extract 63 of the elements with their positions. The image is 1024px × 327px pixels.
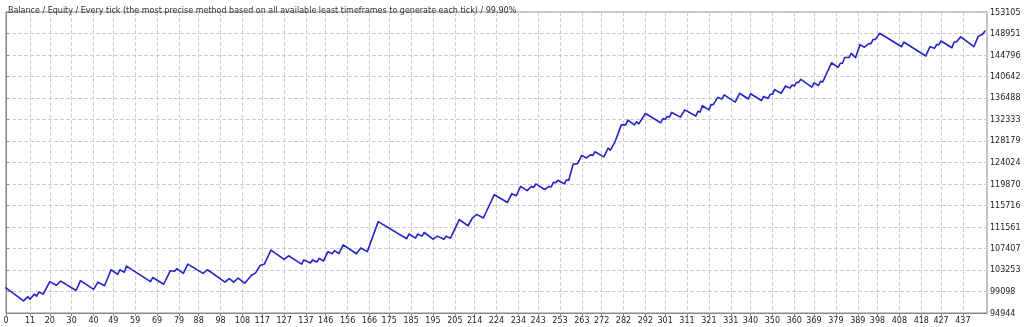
y-tick-label: 132333: [990, 115, 1021, 124]
y-tick-label: 128179: [990, 136, 1021, 146]
y-tick-label: 119870: [990, 179, 1021, 189]
y-tick-label: 136488: [990, 93, 1021, 103]
y-tick-label: 148951: [990, 29, 1021, 38]
x-tick-label: 185: [403, 315, 419, 325]
y-tick-label: 103253: [990, 265, 1021, 275]
x-tick-label: 137: [298, 315, 314, 325]
x-tick-label: 331: [723, 315, 739, 325]
x-tick-label: 263: [574, 315, 590, 325]
y-tick-label: 94944: [990, 308, 1016, 318]
x-tick-label: 175: [381, 315, 397, 325]
x-tick-label: 205: [447, 315, 463, 325]
x-tick-label: 389: [850, 315, 866, 325]
x-tick-label: 292: [637, 315, 654, 325]
x-tick-label: 379: [828, 315, 844, 325]
x-tick-label: 117: [254, 315, 270, 325]
y-tick-label: 140642: [990, 72, 1021, 81]
x-tick-label: 166: [361, 315, 378, 325]
chart-title: Balance / Equity / Every tick (the most precise method based on all available least timeframes to generate each tick) / 99.90%: [8, 5, 517, 15]
x-tick-label: 40: [88, 315, 99, 325]
x-tick-label: 253: [552, 315, 568, 325]
x-tick-label: 195: [425, 315, 441, 325]
x-tick-label: 437: [955, 315, 971, 325]
x-tick-label: 224: [488, 315, 505, 325]
x-tick-label: 11: [24, 315, 36, 325]
y-tick-label: 144796: [990, 50, 1021, 60]
x-tick-label: 146: [318, 315, 334, 325]
x-tick-label: 214: [466, 315, 483, 325]
y-tick-label: 107407: [990, 244, 1021, 253]
x-tick-label: 311: [679, 315, 695, 325]
x-tick-label: 234: [510, 315, 527, 325]
x-tick-label: 49: [108, 315, 119, 325]
x-tick-label: 427: [933, 315, 949, 325]
y-tick-label: 111561: [990, 222, 1021, 232]
x-tick-label: 321: [701, 315, 717, 325]
x-tick-label: 272: [593, 315, 610, 325]
x-tick-label: 301: [657, 315, 673, 325]
x-tick-label: 350: [764, 315, 781, 325]
x-tick-label: 418: [913, 315, 929, 325]
line-series: [5, 30, 986, 302]
x-tick-label: 282: [615, 315, 632, 325]
x-tick-label: 127: [276, 315, 292, 325]
y-tick-label: 124024: [990, 158, 1021, 167]
x-tick-label: 69: [152, 315, 163, 325]
x-tick-label: 108: [234, 315, 251, 325]
x-tick-label: 360: [786, 315, 802, 325]
x-tick-label: 0: [3, 315, 9, 325]
y-tick-label: 115716: [990, 201, 1021, 210]
x-tick-label: 20: [44, 315, 55, 325]
y-tick-label: 153105: [990, 7, 1021, 17]
x-tick-label: 79: [173, 315, 185, 325]
x-tick-label: 30: [66, 315, 77, 325]
x-tick-label: 156: [339, 315, 356, 325]
x-tick-label: 243: [530, 315, 546, 325]
x-tick-label: 408: [891, 315, 908, 325]
x-tick-label: 369: [806, 315, 822, 325]
x-tick-label: 340: [742, 315, 759, 325]
x-tick-label: 398: [869, 315, 886, 325]
x-tick-label: 59: [130, 315, 141, 325]
y-tick-label: 99098: [990, 287, 1016, 296]
x-tick-label: 98: [215, 315, 226, 325]
x-tick-label: 88: [193, 315, 204, 325]
